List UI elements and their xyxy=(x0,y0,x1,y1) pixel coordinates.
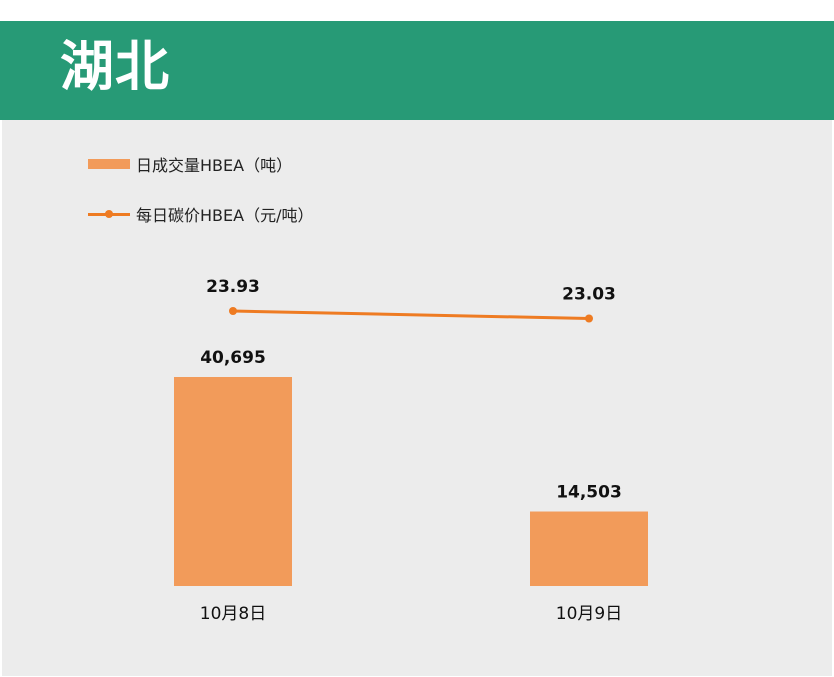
price-point-1 xyxy=(585,314,593,323)
page-title: 湖北 xyxy=(60,35,170,98)
legend-line-dot xyxy=(105,209,113,218)
legend-bar-swatch xyxy=(88,159,130,169)
bar-value-label-0: 40,695 xyxy=(200,348,266,368)
chart-panel xyxy=(2,120,832,676)
legend-item-price: 每日碳价HBEA（元/吨） xyxy=(88,203,313,225)
category-label-1: 10月9日 xyxy=(556,604,622,624)
legend-label-volume: 日成交量HBEA（吨） xyxy=(136,156,293,175)
header-banner: 湖北 xyxy=(0,21,834,120)
legend-item-volume: 日成交量HBEA（吨） xyxy=(88,153,292,175)
legend-label-price: 每日碳价HBEA（元/吨） xyxy=(136,206,314,225)
price-line xyxy=(232,309,590,320)
price-value-label-1: 23.03 xyxy=(562,285,616,305)
legend-line-swatch xyxy=(88,209,130,218)
category-label-0: 10月8日 xyxy=(200,604,266,624)
bar-0 xyxy=(174,377,292,586)
bar-value-label-1: 14,503 xyxy=(556,483,622,503)
price-value-label-0: 23.93 xyxy=(206,277,260,297)
bar-1 xyxy=(530,511,648,586)
price-point-0 xyxy=(229,307,237,315)
